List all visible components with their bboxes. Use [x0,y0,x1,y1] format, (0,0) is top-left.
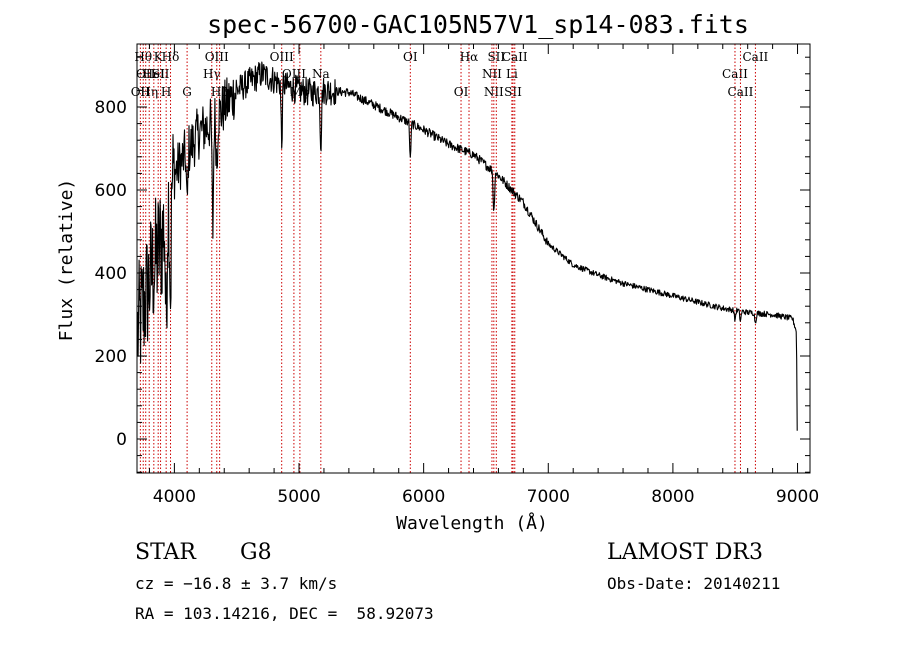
line-marker-label: OI [403,50,418,64]
coordinates: RA = 103.14216, DEC = 58.92073 [135,604,434,623]
line-marker-label: NII [482,67,502,81]
line-marker-label: OIII [205,50,229,64]
line-marker-label: H [161,85,171,99]
line-marker-label: CaII [742,50,768,64]
chart-title: spec-56700-GAC105N57V1_sp14-083.fits [207,10,749,39]
redshift-text: cz = −16.8 ± 3.7 km/s [135,574,338,593]
x-tick-label: 5000 [277,487,320,507]
x-tick-label: 4000 [153,487,196,507]
line-marker-label: SII [152,67,170,81]
line-marker-label: NII [484,85,504,99]
line-marker-label: Hδ [162,50,180,64]
y-tick-label: 200 [95,347,127,367]
object-class: STAR [135,540,196,565]
line-marker-label: OII [136,67,156,81]
survey-name: LAMOST DR3 [607,540,763,565]
axis-ticks: 4000 5000 6000 7000 8000 9000 0 200 400 600 800 [95,44,819,507]
x-tick-label: 8000 [651,487,694,507]
spectrum-line [137,61,798,431]
x-tick-label: 6000 [402,487,445,507]
y-tick-label: 0 [116,430,127,450]
y-tick-label: 800 [95,98,127,118]
line-marker-label: CaII [728,85,754,99]
x-tick-label: 7000 [527,487,570,507]
line-marker-label: OIII [270,50,294,64]
line-marker-label: Hθ [134,50,152,64]
line-marker-label: SII [487,50,505,64]
y-tick-label: 400 [95,264,127,284]
line-marker-label: G [182,85,192,99]
line-marker-label: OI [454,85,469,99]
line-marker-label: Hα [460,50,479,64]
obs-date: Obs-Date: 20140211 [607,574,781,593]
y-tick-label: 600 [95,181,127,201]
line-marker-label: OII [131,85,151,99]
y-axis-label: Flux (relative) [56,179,77,342]
object-subclass: G8 [240,540,272,565]
line-marker-label: Hη [140,85,158,99]
line-marker-layer: OIIHθOIIHηHeIKSIIHHδGHγOIIIHβOIIIOIIIMgN… [131,44,769,473]
line-marker-label: HeI [143,67,166,81]
line-marker-label: K [154,50,164,64]
x-axis-label: Wavelength (Å) [396,512,548,534]
line-marker-label: SII [504,85,522,99]
line-marker-label: CaII [722,67,748,81]
plot-frame [136,43,811,474]
line-marker-label: CaII [502,50,528,64]
line-marker-label: Hγ [203,67,221,81]
x-tick-label: 9000 [776,487,819,507]
line-marker-label: Li [506,67,518,81]
line-marker-label: Na [312,67,330,81]
line-marker-label: Hβ [211,85,228,99]
